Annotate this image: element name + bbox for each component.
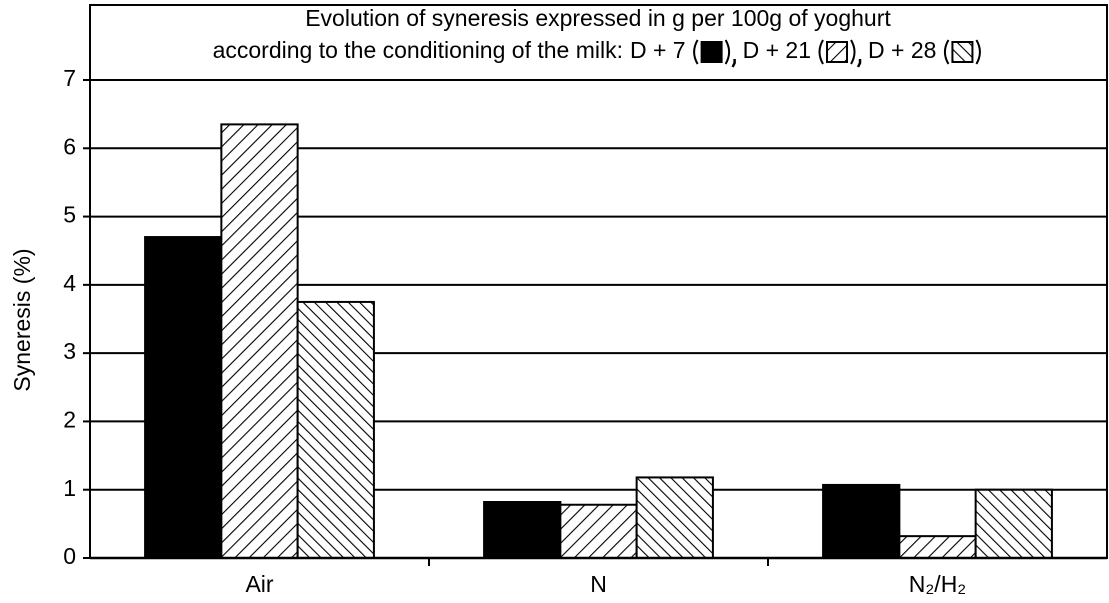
legend-paren [975,39,981,65]
bar [220,123,299,559]
bar [822,483,901,560]
legend-paren [943,39,950,65]
legend-comma [856,59,862,68]
bar [296,300,375,559]
legend: according to the conditioning of the mil… [213,37,981,68]
y-tick-label: 4 [63,270,76,296]
legend-text: according to the conditioning of the mil… [213,37,623,63]
y-axis-label: Syneresis (%) [9,248,35,391]
x-tick-label: Air [245,571,273,597]
x-tick-label: N₂/H₂ [909,571,966,597]
y-tick-label: 7 [63,65,76,91]
legend-paren [818,39,824,65]
legend-label: D + 28 [868,37,936,63]
bar [635,476,714,559]
bar [144,236,223,560]
y-tick-label: 3 [63,338,76,364]
y-tick-label: 5 [63,202,76,228]
legend-swatch [951,41,974,63]
legend-swatch [700,41,723,63]
bar [974,488,1053,560]
legend-paren [693,39,699,65]
legend-paren [850,39,856,65]
chart-title: Evolution of syneresis expressed in g pe… [305,5,891,31]
y-tick-label: 0 [63,543,76,569]
legend-paren [724,39,731,65]
y-tick-label: 2 [63,407,76,433]
y-tick-label: 1 [63,475,76,501]
legend-swatch [826,41,849,63]
bar [483,501,562,559]
bar [898,535,977,559]
y-tick-label: 6 [63,133,76,159]
legend-comma [731,59,736,68]
legend-label: D + 7 [630,37,686,63]
legend-label: D + 21 [743,37,811,63]
x-tick-label: N [590,571,607,597]
bar [559,503,638,560]
